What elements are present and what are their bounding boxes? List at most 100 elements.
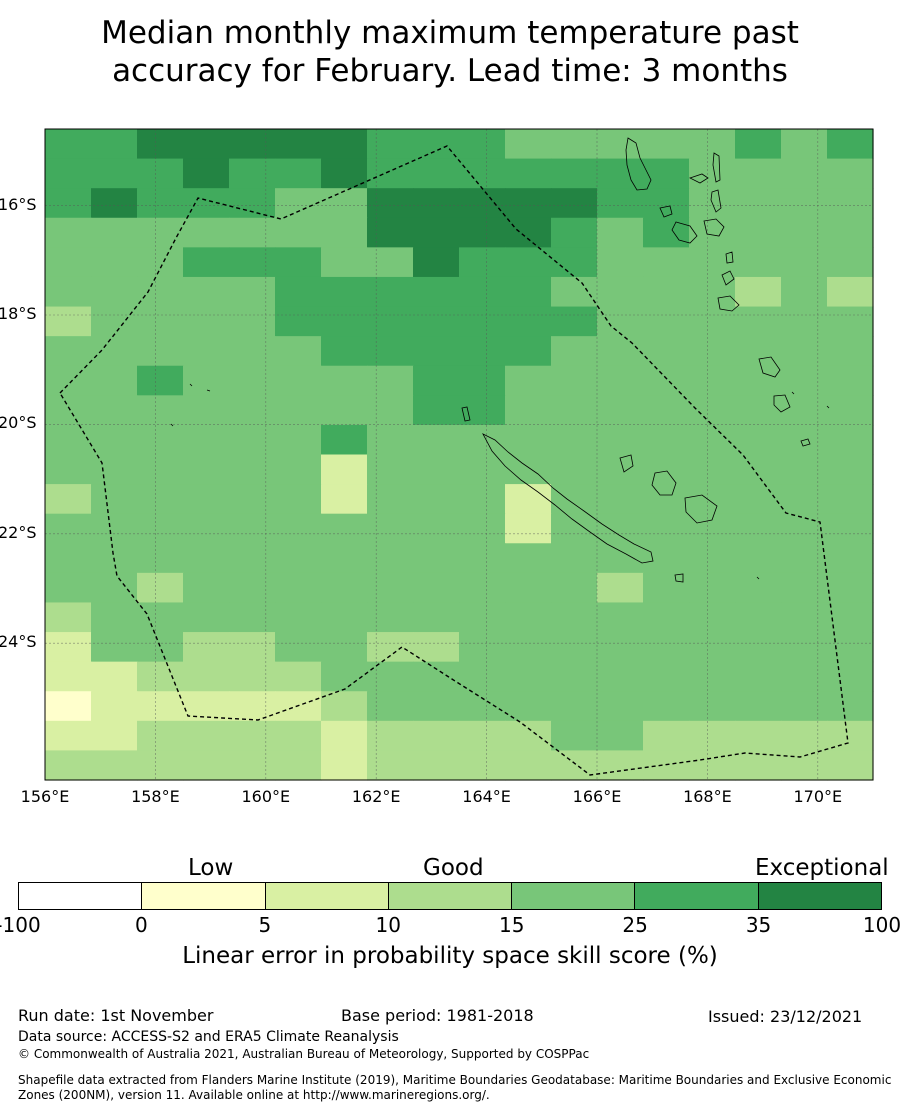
grid-cell <box>91 720 138 752</box>
grid-cell <box>137 188 184 219</box>
island-malekula <box>671 221 698 244</box>
colorbar-label: Linear error in probability space skill … <box>182 943 718 969</box>
grid-cell <box>505 632 552 663</box>
grid-cell <box>321 217 368 248</box>
island-chesterfield-1 <box>189 383 193 387</box>
skill-grid <box>45 129 874 781</box>
title-line-2: accuracy for February. Lead time: 3 mont… <box>112 53 788 89</box>
grid-cell <box>505 188 552 219</box>
colorbar-tick-label: 15 <box>498 913 525 937</box>
grid-cell <box>367 720 414 752</box>
colorbar-segment <box>635 883 759 909</box>
grid-cell <box>367 602 414 633</box>
grid-cell <box>183 306 230 337</box>
grid-cell <box>413 276 460 308</box>
grid-cell <box>505 484 552 515</box>
grid-cell <box>551 691 598 722</box>
grid-cell <box>183 276 230 308</box>
grid-cell <box>735 543 782 574</box>
grid-cell <box>229 365 276 396</box>
grid-cell <box>413 484 460 515</box>
grid-cell <box>275 572 322 604</box>
grid-cell <box>643 158 690 189</box>
grid-cell <box>551 306 598 337</box>
grid-cell <box>459 632 506 663</box>
grid-cell <box>781 750 828 781</box>
grid-cell <box>137 572 184 604</box>
grid-cell <box>45 513 92 544</box>
grid-cell <box>45 247 92 278</box>
grid-cell <box>229 572 276 604</box>
eez-boundary-main <box>59 145 849 776</box>
grid-cell <box>505 217 552 248</box>
grid-cell <box>643 750 690 781</box>
grid-cell <box>689 632 736 663</box>
grid-cell <box>367 276 414 308</box>
grid-cell <box>551 750 598 781</box>
grid-cell <box>137 543 184 574</box>
grid-cell <box>781 720 828 752</box>
colorbar-segment <box>265 883 389 909</box>
grid-cell <box>321 602 368 633</box>
grid-cell <box>689 217 736 248</box>
lon-tick-label: 170°E <box>793 787 843 806</box>
grid-cell <box>45 691 92 722</box>
grid-cell <box>735 484 782 515</box>
grid-cell <box>229 543 276 574</box>
grid-cell <box>229 158 276 189</box>
grid-cell <box>689 720 736 752</box>
run-date: Run date: 1st November <box>18 1006 214 1025</box>
grid-cell <box>275 217 322 248</box>
grid-cell <box>45 750 92 781</box>
grid-cell <box>459 217 506 248</box>
grid-cell <box>459 513 506 544</box>
grid-cell <box>551 572 598 604</box>
grid-cell <box>827 454 874 485</box>
grid-cell <box>735 129 782 160</box>
grid-cell <box>275 129 322 160</box>
grid-cell <box>45 365 92 396</box>
colorbar-tick-label: -100 <box>0 913 41 937</box>
grid-cell <box>735 217 782 248</box>
grid-cell <box>137 365 184 396</box>
grid-cell <box>275 454 322 485</box>
grid-cell <box>597 632 644 663</box>
grid-cell <box>459 365 506 396</box>
grid-cell <box>459 750 506 781</box>
grid-cell <box>321 306 368 337</box>
grid-cell <box>183 395 230 426</box>
grid-cell <box>735 691 782 722</box>
grid-cell <box>459 691 506 722</box>
grid-cell <box>321 336 368 367</box>
grid-cell <box>45 484 92 515</box>
grid-cell <box>597 158 644 189</box>
grid-cell <box>597 306 644 337</box>
grid-cell <box>459 543 506 574</box>
page-title: Median monthly maximum temperature past … <box>0 14 900 90</box>
grid-cell <box>643 513 690 544</box>
grid-cell <box>413 247 460 278</box>
copyright: © Commonwealth of Australia 2021, Austra… <box>18 1047 590 1061</box>
grid-cell <box>275 336 322 367</box>
eez-boundaries <box>59 145 849 776</box>
grid-cell <box>505 365 552 396</box>
grid-cell <box>45 543 92 574</box>
grid-cell <box>459 720 506 752</box>
grid-cell <box>275 543 322 574</box>
grid-cell <box>735 395 782 426</box>
grid-cell <box>643 543 690 574</box>
grid-cell <box>91 691 138 722</box>
island-hunter <box>773 394 791 413</box>
grid-cell <box>229 454 276 485</box>
grid-cell <box>689 158 736 189</box>
island-coastlines <box>170 137 830 583</box>
grid-cell <box>229 336 276 367</box>
grid-cell <box>459 602 506 633</box>
colorbar-segment <box>19 883 143 909</box>
grid-cell <box>459 188 506 219</box>
lon-tick-label: 166°E <box>572 787 622 806</box>
grid-cell <box>643 247 690 278</box>
lon-tick-label: 164°E <box>462 787 511 806</box>
grid-cell <box>229 602 276 633</box>
grid-cell <box>735 720 782 752</box>
